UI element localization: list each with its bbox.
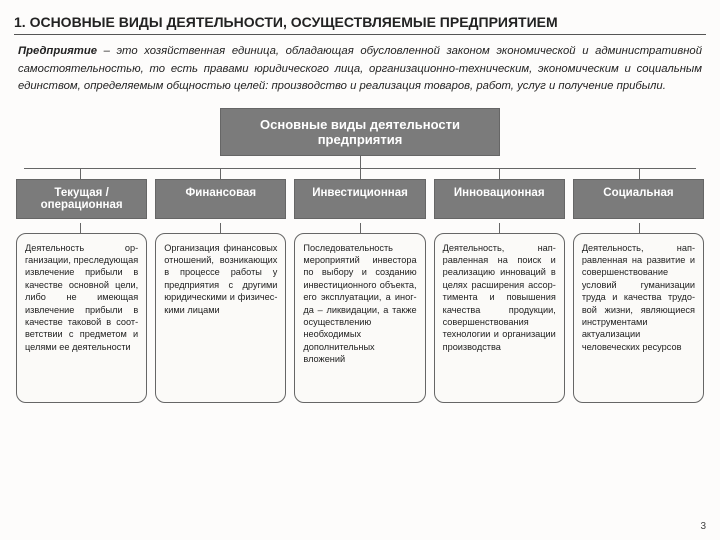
activity-diagram: Основные виды деятельности предприятия Т… [14, 108, 706, 403]
connector-drop [639, 169, 640, 179]
root-node: Основные виды деятельности предприятия [220, 108, 500, 156]
connector-drops [24, 169, 696, 179]
connector-drop [499, 169, 500, 179]
connector-drop [639, 223, 640, 233]
connector-drop [360, 223, 361, 233]
connector-drop [499, 223, 500, 233]
category-row: Текущая / операционная Финансовая Инвест… [16, 179, 704, 219]
connector-drop [220, 223, 221, 233]
connector-vline [360, 156, 361, 168]
page-heading: 1. ОСНОВНЫЕ ВИДЫ ДЕЯТЕЛЬНОСТИ, ОСУЩЕСТВЛ… [14, 14, 706, 35]
connector-hbar [24, 168, 696, 169]
intro-term: Предприятие [18, 45, 97, 57]
intro-paragraph: Предприятие – это хозяйственная единица,… [14, 43, 706, 104]
description-box-operational: Деятельность ор­ганизации, пресле­дующая… [16, 233, 147, 403]
connector-drop [80, 223, 81, 233]
category-box-investment: Инвестиционная [294, 179, 425, 219]
root-title-line1: Основные виды деятельности [229, 117, 491, 132]
category-box-social: Социальная [573, 179, 704, 219]
category-box-financial: Финансовая [155, 179, 286, 219]
intro-body: – это хозяйственная единица, обладающая … [18, 45, 702, 92]
connector-drop [360, 169, 361, 179]
page-number: 3 [700, 521, 706, 532]
category-box-innovation: Инновационная [434, 179, 565, 219]
description-box-social: Деятельность, нап­равленная на раз­витие… [573, 233, 704, 403]
connector-drops-2 [24, 223, 696, 233]
description-row: Деятельность ор­ганизации, пресле­дующая… [16, 233, 704, 403]
description-box-financial: Организация фи­нансовых отноше­ний, возн… [155, 233, 286, 403]
description-box-innovation: Деятельность, нап­равленная на по­иск и … [434, 233, 565, 403]
connector-drop [220, 169, 221, 179]
description-box-investment: Последователь­ность мероприятий инвестор… [294, 233, 425, 403]
connector-drop [80, 169, 81, 179]
root-title-line2: предприятия [229, 132, 491, 147]
category-box-operational: Текущая / операционная [16, 179, 147, 219]
slide-page: 1. ОСНОВНЫЕ ВИДЫ ДЕЯТЕЛЬНОСТИ, ОСУЩЕСТВЛ… [0, 0, 720, 540]
